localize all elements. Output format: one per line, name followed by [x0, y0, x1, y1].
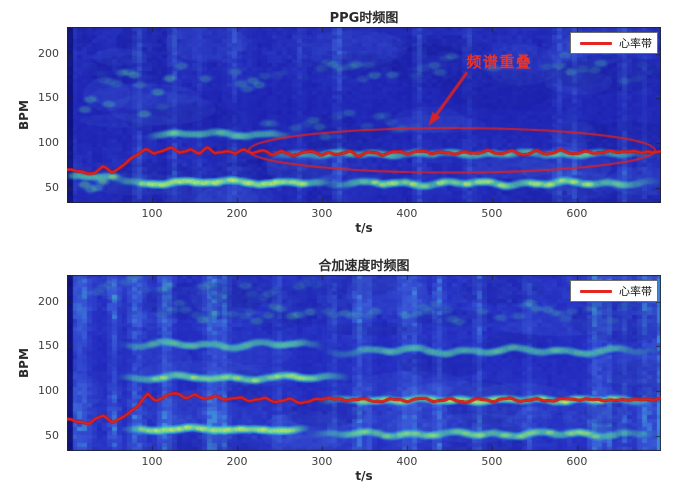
x-tick-label: 400 [396, 455, 418, 468]
y-tick-label: 100 [38, 384, 59, 398]
x-tick-label: 100 [141, 207, 163, 220]
legend-label: 心率带 [619, 36, 652, 50]
chart-title: 合加速度时频图 [318, 259, 410, 274]
chart-title: PPG时频图 [329, 11, 399, 26]
spectrogram-canvas [67, 27, 661, 203]
x-tick-label: 200 [226, 455, 248, 468]
x-tick-label: 500 [481, 207, 503, 220]
legend-box: 心率带 [570, 280, 658, 302]
x-axis-label: t/s [355, 221, 373, 235]
spectrogram-plot-area: 心率带 [67, 275, 661, 451]
x-axis-label: t/s [355, 469, 373, 483]
y-tick-label: 50 [45, 428, 59, 442]
x-tick-label: 600 [566, 455, 588, 468]
ppg-time-frequency-chart: PPG时频图 BPM 频谱重叠 心率带 t/s 100 200 300 400 500 6… [0, 0, 687, 245]
y-tick-label: 150 [38, 91, 59, 105]
x-tick-label: 300 [311, 455, 333, 468]
y-tick-label: 150 [38, 339, 59, 353]
x-tick-label: 300 [311, 207, 333, 220]
spectrogram-canvas [67, 275, 661, 451]
legend-line-sample-icon [580, 289, 612, 293]
y-tick-label: 100 [38, 136, 59, 150]
x-tick-label: 600 [566, 207, 588, 220]
x-tick-label: 500 [481, 455, 503, 468]
legend-box: 心率带 [570, 32, 658, 54]
y-tick-label: 50 [45, 180, 59, 194]
x-tick-label: 200 [226, 207, 248, 220]
spectrum-overlap-annotation: 频谱重叠 [466, 52, 533, 71]
legend-label: 心率带 [619, 284, 652, 298]
x-tick-label: 100 [141, 455, 163, 468]
spectrogram-plot-area: 频谱重叠 心率带 [67, 27, 661, 203]
y-tick-label: 200 [38, 294, 59, 308]
y-tick-label: 200 [38, 46, 59, 60]
legend-line-sample-icon [580, 41, 612, 45]
x-tick-label: 400 [396, 207, 418, 220]
acceleration-time-frequency-chart: 合加速度时频图 BPM 心率带 t/s 100 200 300 400 500 600 50… [0, 248, 687, 499]
